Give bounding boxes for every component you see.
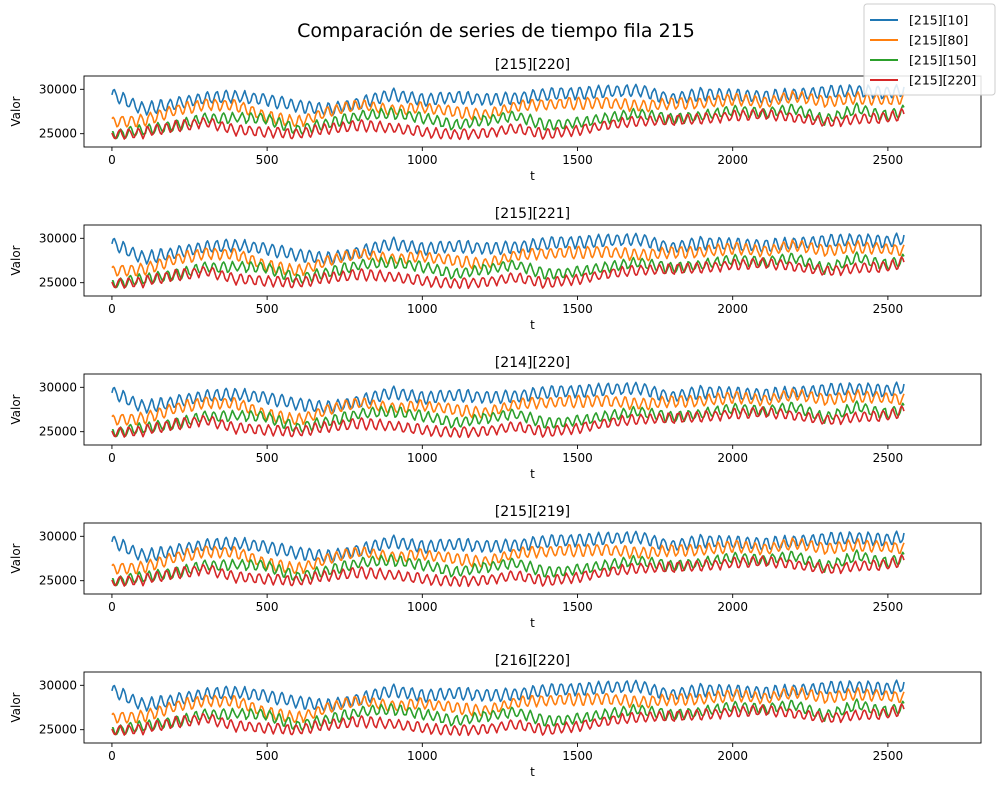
subplots: [215][220]0 500 1000 1500 2000 25002500030000… <box>9 57 982 779</box>
y-tick-label: 25000 <box>39 276 77 290</box>
y-tick-label: 25000 <box>39 574 77 588</box>
y-tick-label: 25000 <box>39 127 77 141</box>
x-tick-label: 0 <box>108 451 116 465</box>
axes-frame <box>83 224 982 297</box>
x-tick-label: 2000 <box>717 451 748 465</box>
x-tick-label: 1000 <box>407 749 438 763</box>
subplot-title: [215][220] <box>495 57 570 73</box>
y-tick-label: 30000 <box>39 380 77 394</box>
x-tick-label: 2000 <box>717 302 748 316</box>
series-line-215-80 <box>111 90 905 128</box>
x-tick-label: 2500 <box>873 600 904 614</box>
y-tick-label: 30000 <box>39 231 77 245</box>
x-tick-label: 1000 <box>407 153 438 167</box>
series-line-215-80 <box>111 537 905 575</box>
y-tick-label: 30000 <box>39 529 77 543</box>
subplot-1: [215][220] 0 500 1000 1500 2000 2500 25000 30000… <box>9 57 982 183</box>
x-axis-label: t <box>530 169 535 183</box>
x-tick-label: 2000 <box>717 600 748 614</box>
subplot-5: [216][220] 0 500 1000 1500 2000 2500 25000 30000… <box>9 653 982 779</box>
y-axis-label: Valor <box>9 394 23 424</box>
legend-label: [215][150] <box>909 53 976 68</box>
y-axis-label: Valor <box>9 96 23 126</box>
x-axis-label: t <box>530 616 535 630</box>
subplot-title: [216][220] <box>495 653 570 669</box>
subplot-title: [215][219] <box>495 504 570 520</box>
subplot-4: [215][219] 0 500 1000 1500 2000 2500 25000 30000… <box>9 504 982 630</box>
series-line-215-220 <box>111 256 905 290</box>
x-tick-label: 2500 <box>873 302 904 316</box>
y-axis-label: Valor <box>9 543 23 573</box>
figure-title: Comparación de series de tiempo fila 215 <box>297 20 695 42</box>
series-group <box>111 679 905 737</box>
series-group <box>111 381 905 439</box>
y-tick-label: 25000 <box>39 425 77 439</box>
series-group <box>111 232 905 290</box>
series-group <box>111 83 905 141</box>
series-line-215-220 <box>111 554 905 588</box>
legend: [215][10] [215][80] [215][150] [215][220] <box>863 3 996 96</box>
x-tick-label: 1500 <box>562 302 593 316</box>
x-tick-label: 2500 <box>873 451 904 465</box>
series-line-215-150 <box>111 251 905 289</box>
legend-label: [215][220] <box>909 73 976 88</box>
x-tick-label: 1000 <box>407 600 438 614</box>
y-tick-label: 30000 <box>39 82 77 96</box>
y-tick-label: 25000 <box>39 723 77 737</box>
x-tick-label: 0 <box>108 749 116 763</box>
y-tick-label: 30000 <box>39 678 77 692</box>
axes-frame <box>83 522 982 595</box>
x-axis-label: t <box>530 765 535 779</box>
x-tick-label: 1500 <box>562 153 593 167</box>
x-tick-label: 1500 <box>562 749 593 763</box>
x-tick-label: 500 <box>256 302 279 316</box>
series-line-215-80 <box>111 388 905 426</box>
axes-frame <box>83 75 982 148</box>
axes-frame <box>83 373 982 446</box>
x-tick-label: 0 <box>108 600 116 614</box>
x-tick-label: 500 <box>256 749 279 763</box>
x-tick-label: 0 <box>108 302 116 316</box>
series-line-215-150 <box>111 400 905 438</box>
series-line-215-80 <box>111 686 905 724</box>
y-axis-label: Valor <box>9 245 23 275</box>
x-axis-label: t <box>530 318 535 332</box>
x-tick-label: 1000 <box>407 451 438 465</box>
x-tick-label: 1500 <box>562 600 593 614</box>
x-tick-label: 0 <box>108 153 116 167</box>
series-line-215-220 <box>111 107 905 141</box>
x-tick-label: 2500 <box>873 153 904 167</box>
x-axis-label: t <box>530 467 535 481</box>
x-tick-label: 2000 <box>717 749 748 763</box>
legend-box <box>863 3 996 96</box>
x-tick-label: 1000 <box>407 302 438 316</box>
x-tick-label: 1500 <box>562 451 593 465</box>
x-tick-label: 500 <box>256 451 279 465</box>
legend-label: [215][80] <box>909 33 968 48</box>
x-tick-label: 500 <box>256 600 279 614</box>
legend-label: [215][10] <box>909 13 968 28</box>
subplot-title: [214][220] <box>495 355 570 371</box>
y-axis-label: Valor <box>9 692 23 722</box>
series-line-215-220 <box>111 405 905 439</box>
x-tick-label: 500 <box>256 153 279 167</box>
series-line-215-80 <box>111 239 905 277</box>
series-group <box>111 530 905 588</box>
subplot-title: [215][221] <box>495 206 570 222</box>
subplot-2: [215][221] 0 500 1000 1500 2000 2500 25000 30000… <box>9 206 982 332</box>
x-tick-label: 2000 <box>717 153 748 167</box>
series-line-215-220 <box>111 703 905 737</box>
axes-frame <box>83 671 982 744</box>
subplot-3: [214][220] 0 500 1000 1500 2000 2500 25000 30000… <box>9 355 982 481</box>
series-line-215-150 <box>111 102 905 140</box>
series-line-215-150 <box>111 698 905 736</box>
series-line-215-150 <box>111 549 905 587</box>
x-tick-label: 2500 <box>873 749 904 763</box>
